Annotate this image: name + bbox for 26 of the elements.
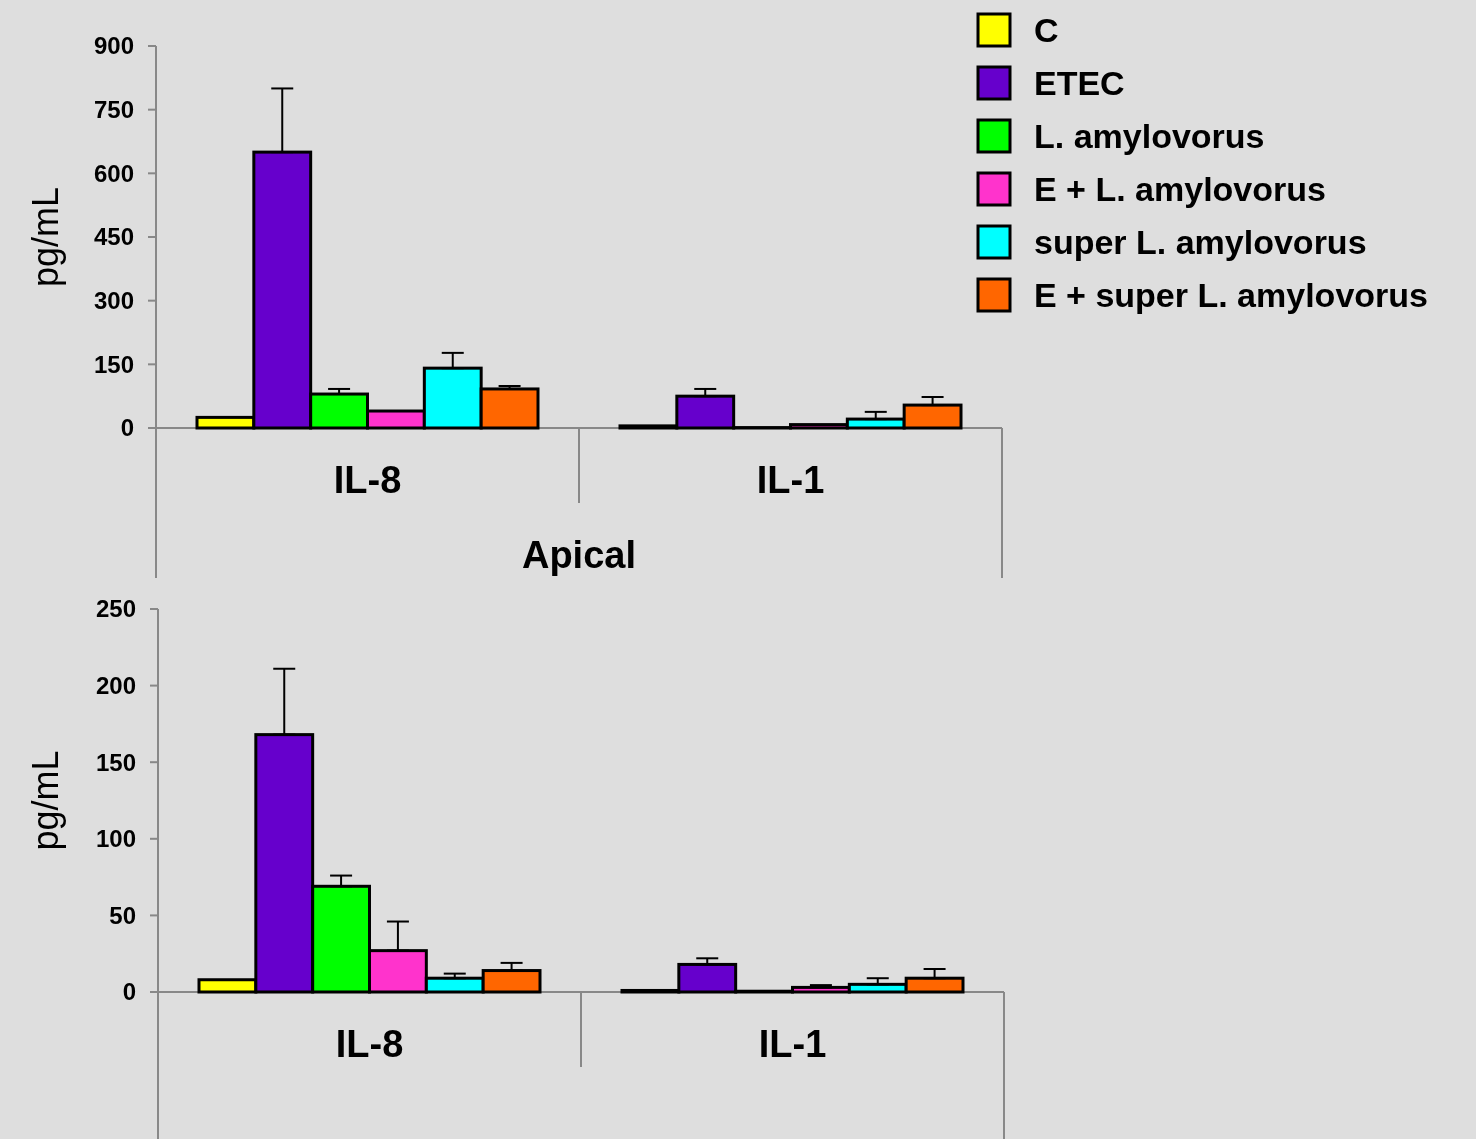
y-tick-label: 600: [93, 159, 134, 187]
x-tick-label: IL-1: [756, 459, 825, 501]
x-axis-title: Apical: [521, 534, 637, 576]
legend-label: E + super L. amylovorus: [1034, 275, 1428, 314]
y-tick-label: 900: [93, 32, 134, 60]
y-tick-label: 150: [93, 350, 134, 378]
y-tick-label: 50: [109, 901, 136, 929]
y-axis-title: pg/mL: [25, 750, 66, 851]
y-axis-title: pg/mL: [25, 186, 66, 288]
y-tick-label: 300: [93, 287, 134, 315]
legend-label: C: [1034, 10, 1059, 49]
legend-label: E + L. amylovorus: [1034, 169, 1326, 208]
x-tick-label: IL-8: [335, 1023, 404, 1065]
y-tick-label: 0: [120, 414, 134, 442]
x-tick-label: IL-8: [333, 459, 402, 501]
y-tick-label: 450: [93, 223, 134, 251]
x-tick-label: IL-1: [758, 1023, 827, 1065]
legend-label: L. amylovorus: [1034, 116, 1265, 155]
y-tick-label: 200: [95, 672, 136, 699]
y-tick-label: 750: [93, 96, 134, 124]
y-tick-label: 100: [95, 825, 136, 853]
y-tick-label: 0: [122, 978, 136, 1006]
legend-label: ETEC: [1034, 63, 1125, 102]
y-tick-label: 250: [95, 595, 136, 623]
y-tick-label: 150: [95, 748, 136, 776]
legend-label: super L. amylovorus: [1034, 222, 1367, 261]
